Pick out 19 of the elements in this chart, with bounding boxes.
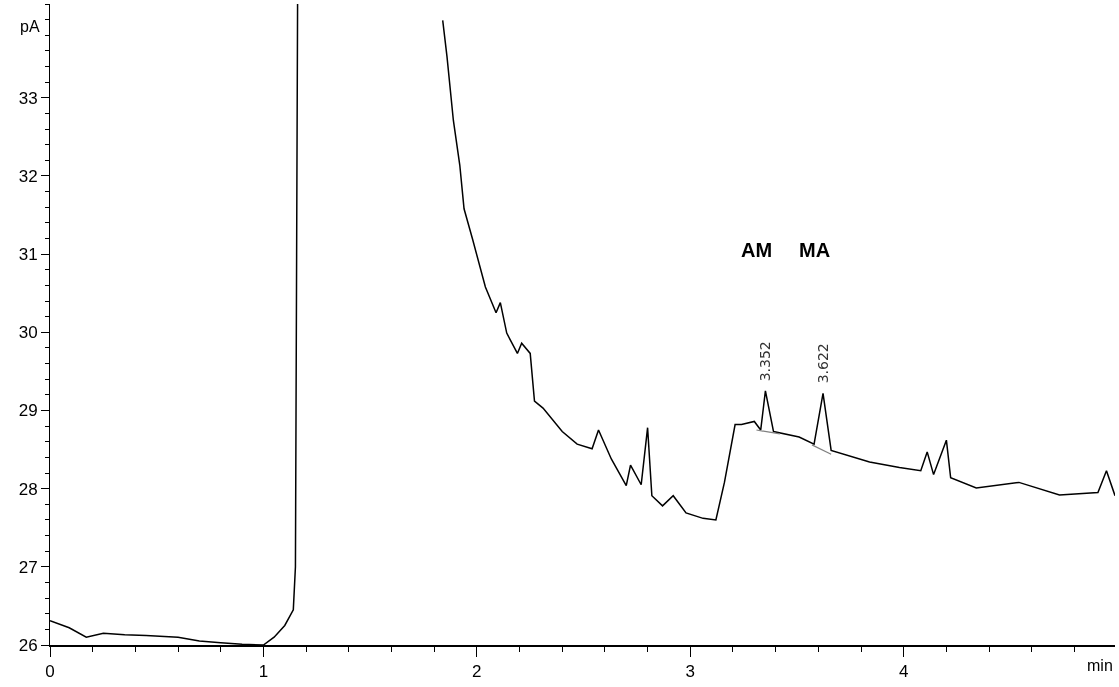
x-tick-label: 4 <box>898 662 909 682</box>
y-tick-label: 28 <box>18 479 38 499</box>
annotation: 3.622 <box>814 343 831 384</box>
annotation: 3.352 <box>757 341 774 382</box>
x-tick-label: 2 <box>472 662 482 682</box>
x-axis-title: min <box>1087 657 1113 674</box>
x-tick-label: 3 <box>685 662 696 682</box>
y-tick-label: 27 <box>18 557 38 577</box>
y-axis-title: pA <box>20 18 40 35</box>
y-tick-label: 32 <box>18 166 38 186</box>
annotation: AM <box>741 239 773 261</box>
annotation: MA <box>799 239 831 261</box>
y-tick-label: 29 <box>18 401 38 421</box>
y-tick-label: 33 <box>18 88 38 108</box>
y-tick-label: 30 <box>18 323 38 343</box>
x-tick-label: 0 <box>45 662 55 682</box>
y-tick-label: 26 <box>18 635 38 655</box>
x-tick-label: 1 <box>258 662 269 682</box>
y-tick-label: 31 <box>18 245 38 265</box>
